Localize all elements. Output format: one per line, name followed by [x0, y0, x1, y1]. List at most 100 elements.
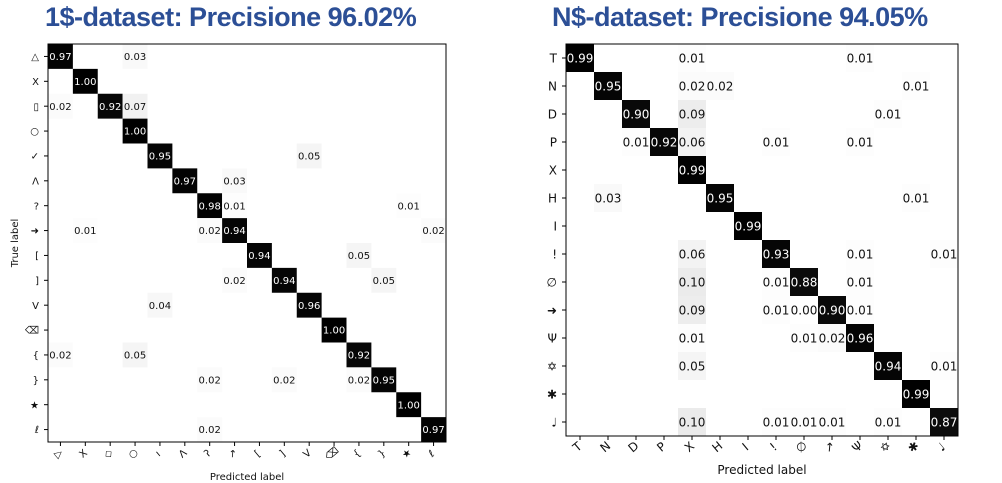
matrix-cell	[930, 352, 958, 380]
matrix-cell	[48, 44, 73, 69]
matrix-cell	[48, 93, 73, 119]
matrix-cell	[371, 267, 397, 293]
cell-value: 0.01	[791, 331, 818, 345]
cell-value: 0.92	[99, 102, 121, 113]
matrix-cell	[678, 268, 706, 296]
x-tick-label: D	[625, 439, 641, 456]
cell-value: 0.98	[199, 201, 221, 212]
matrix-cell	[846, 324, 874, 352]
matrix-cell	[678, 408, 706, 436]
cell-value: 0.05	[348, 251, 370, 262]
matrix-cell	[172, 168, 198, 194]
matrix-cell	[678, 128, 706, 156]
x-tick-label: ↗	[226, 447, 239, 461]
x-tick-label: ◇	[102, 447, 115, 461]
cell-value: 0.99	[567, 51, 594, 65]
y-tick-label: ♩	[551, 415, 557, 429]
matrix-cell	[122, 342, 148, 368]
y-tick-label: !	[552, 247, 557, 261]
matrix-cell	[197, 417, 223, 442]
matrix-cell	[678, 296, 706, 324]
matrix-cell	[594, 72, 622, 100]
matrix-cell	[122, 44, 148, 69]
x-tick-label: ✱	[905, 438, 922, 455]
matrix-cell	[902, 380, 930, 408]
cell-value: 0.94	[248, 251, 270, 262]
cell-value: 0.01	[875, 415, 902, 429]
chart-title-1dollar: 1$-dataset: Precisione 96.02%	[45, 2, 417, 32]
x-tick-label: ℓ	[427, 449, 437, 460]
matrix-cell	[874, 352, 902, 380]
matrix-cell	[147, 292, 173, 318]
cell-value: 0.90	[623, 107, 650, 121]
y-tick-label: ○	[30, 127, 39, 138]
y-tick-label: ∅	[547, 275, 557, 289]
matrix-cell	[902, 184, 930, 212]
confusion-matrix-1: 0.99 0.01 0.010.95 0.02 0.02 0.010.90 0.09 0.01…	[547, 43, 959, 477]
x-axis-label: Predicted label	[210, 472, 284, 483]
cell-value: 0.01	[74, 226, 96, 237]
cell-value: 0.96	[847, 331, 874, 345]
cell-value: 0.02	[49, 351, 71, 362]
matrix-cell	[818, 408, 846, 436]
cell-value: 0.90	[819, 303, 846, 317]
cell-value: 0.01	[763, 415, 790, 429]
x-tick-label: X	[78, 448, 90, 461]
cell-value: 0.09	[679, 303, 706, 317]
cell-value: 0.01	[847, 51, 874, 65]
x-tick-label: N	[597, 439, 613, 455]
cell-value: 0.01	[679, 331, 706, 345]
matrix-cell	[762, 128, 790, 156]
cell-value: 0.10	[679, 275, 706, 289]
y-tick-label: P	[550, 135, 557, 149]
matrix-cell	[271, 267, 297, 293]
cell-value: 0.01	[903, 191, 930, 205]
matrix-cell	[930, 408, 958, 436]
cell-value: 0.02	[199, 375, 221, 386]
matrix-cell	[902, 72, 930, 100]
y-tick-label: T	[549, 51, 558, 65]
cell-value: 0.05	[298, 152, 320, 163]
x-tick-label: ⌫	[324, 445, 342, 463]
cell-value: 0.02	[199, 226, 221, 237]
matrix-cell	[122, 93, 148, 119]
matrix-cell	[97, 93, 123, 119]
x-tick-label: V	[301, 448, 313, 461]
cell-value: 0.02	[679, 79, 706, 93]
x-tick-label: ○	[127, 447, 141, 461]
matrix-cell	[371, 367, 397, 393]
matrix-cell	[706, 184, 734, 212]
y-tick-label: △	[31, 52, 39, 63]
matrix-cell	[222, 218, 247, 243]
cell-value: 0.99	[903, 387, 930, 401]
cell-value: 0.01	[875, 107, 902, 121]
matrix-cell	[594, 184, 622, 212]
cell-value: 0.97	[422, 425, 444, 436]
y-tick-label: [	[35, 251, 39, 262]
cell-value: 1.00	[124, 127, 146, 138]
cell-value: 0.01	[623, 135, 650, 149]
cell-value: 0.02	[223, 276, 245, 287]
y-tick-label: Λ	[32, 176, 39, 187]
x-tick-label: X	[682, 439, 697, 455]
x-axis-label: Predicted label	[717, 463, 806, 477]
matrix-cell	[678, 240, 706, 268]
matrix-cell	[197, 193, 223, 219]
x-tick-label: T	[569, 439, 585, 456]
cell-value: 0.04	[149, 301, 171, 312]
x-tick-label: !	[767, 440, 780, 454]
matrix-cell	[678, 352, 706, 380]
y-tick-label: }	[33, 375, 39, 386]
y-tick-label: {	[33, 351, 39, 362]
matrix-cell	[762, 408, 790, 436]
cell-value: 0.01	[847, 303, 874, 317]
y-tick-label: ✡	[547, 359, 557, 373]
matrix-cell	[296, 143, 322, 169]
cell-value: 0.07	[124, 102, 146, 113]
matrix-cell	[566, 44, 594, 72]
cell-value: 0.01	[679, 51, 706, 65]
cell-value: 1.00	[398, 400, 420, 411]
matrix-cell	[222, 193, 247, 219]
x-tick-label: ∅	[793, 438, 810, 455]
